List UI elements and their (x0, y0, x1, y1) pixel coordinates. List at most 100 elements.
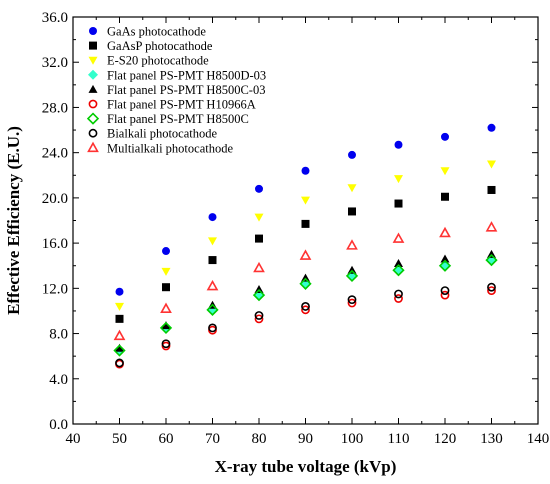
series-2-points (115, 160, 496, 311)
data-point (441, 132, 449, 141)
x-axis-label: X-ray tube voltage (kVp) (215, 457, 397, 476)
legend-marker (88, 84, 98, 93)
legend-marker (88, 99, 98, 109)
data-point (346, 239, 358, 250)
data-point (485, 253, 498, 267)
y-tick-label: 4.0 (49, 372, 68, 388)
data-point (208, 237, 217, 246)
data-point (347, 184, 357, 193)
data-point (392, 232, 405, 243)
data-point (438, 259, 452, 272)
data-point (299, 277, 312, 290)
data-point (487, 160, 496, 169)
legend-entry: E-S20 photocathode (88, 54, 209, 68)
data-point (161, 321, 171, 330)
data-point (487, 286, 496, 295)
data-point (301, 219, 310, 228)
legend-label: GaAsP photocathode (107, 39, 213, 53)
legend-marker (86, 112, 100, 125)
data-point (299, 249, 312, 260)
legend-label: GaAs photocathode (107, 25, 206, 39)
data-point (440, 290, 450, 300)
data-point (161, 339, 171, 349)
x-tick-label: 70 (205, 431, 220, 447)
data-point (487, 123, 496, 132)
series-0-points (115, 123, 496, 296)
data-point (301, 305, 310, 315)
data-point (162, 283, 170, 292)
series-8-points (113, 221, 498, 341)
data-point (439, 226, 451, 238)
x-tick-label: 80 (252, 431, 267, 447)
data-point (159, 321, 173, 335)
data-point (254, 284, 264, 293)
data-point (206, 279, 219, 291)
data-point (487, 282, 496, 292)
data-point (347, 295, 357, 305)
legend-marker (88, 56, 98, 65)
x-tick-label: 100 (341, 431, 364, 447)
data-point (440, 286, 450, 295)
y-tick-label: 28.0 (42, 100, 68, 116)
legend-label: Flat panel PS-PMT H8500C (107, 112, 249, 126)
legend-entry: Multialkali photocathode (87, 141, 233, 155)
data-point (208, 323, 217, 333)
data-point (162, 247, 170, 256)
legend-label: Flat panel PS-PMT H10966A (107, 98, 256, 112)
data-point (161, 267, 171, 276)
data-point (485, 221, 498, 232)
data-point (254, 213, 264, 222)
data-points (113, 123, 498, 369)
data-point (348, 207, 356, 216)
data-point (208, 256, 217, 265)
data-point (206, 303, 219, 316)
data-point (440, 167, 450, 176)
y-tick-label: 32.0 (42, 55, 68, 71)
legend-entry: GaAs photocathode (89, 25, 206, 39)
y-tick-label: 20.0 (42, 191, 68, 207)
x-tick-label: 140 (527, 431, 550, 447)
legend-marker (88, 69, 98, 80)
axis-ticks: 40 50 60 70 80 90 100 110 120 130 140 0.0 4.0 8.0 12.0… (42, 10, 550, 447)
data-point (113, 329, 126, 341)
legend-entry: Flat panel PS-PMT H8500C (86, 112, 249, 126)
data-point (255, 184, 263, 193)
series-4-points (115, 249, 496, 352)
data-point (394, 289, 403, 299)
x-tick-label: 50 (112, 431, 127, 447)
legend-marker (89, 41, 97, 50)
data-point (252, 288, 266, 302)
data-point (441, 192, 449, 201)
data-point (253, 261, 265, 273)
legend-marker (88, 128, 98, 138)
data-point (347, 298, 357, 308)
legend-label: Flat panel PS-PMT H8500C-03 (107, 83, 265, 97)
x-tick-label: 60 (159, 431, 174, 447)
data-point (301, 196, 310, 205)
data-point (394, 258, 403, 267)
x-tick-label: 40 (66, 431, 81, 447)
y-tick-label: 8.0 (49, 327, 68, 343)
legend-label: Flat panel PS-PMT H8500D-03 (107, 68, 266, 82)
data-point (394, 140, 403, 149)
data-point (301, 273, 310, 282)
y-tick-label: 16.0 (42, 236, 68, 252)
data-point (301, 166, 310, 175)
legend-entry: Flat panel PS-PMT H8500D-03 (88, 68, 266, 82)
legend-label: E-S20 photocathode (107, 54, 209, 68)
y-tick-label: 24.0 (42, 146, 68, 162)
data-point (487, 249, 496, 258)
y-tick-label: 36.0 (42, 10, 68, 26)
x-tick-label: 90 (298, 431, 313, 447)
legend-entry: Flat panel PS-PMT H8500C-03 (88, 83, 265, 97)
x-tick-label: 110 (388, 431, 410, 447)
series-6-points (113, 253, 498, 357)
data-point (347, 265, 357, 274)
data-point (208, 213, 217, 222)
data-point (113, 344, 126, 357)
data-point (394, 199, 403, 208)
data-point (115, 287, 124, 296)
legend-entry: Flat panel PS-PMT H10966A (88, 98, 256, 112)
data-point (115, 343, 124, 352)
series-7-points (115, 282, 496, 368)
